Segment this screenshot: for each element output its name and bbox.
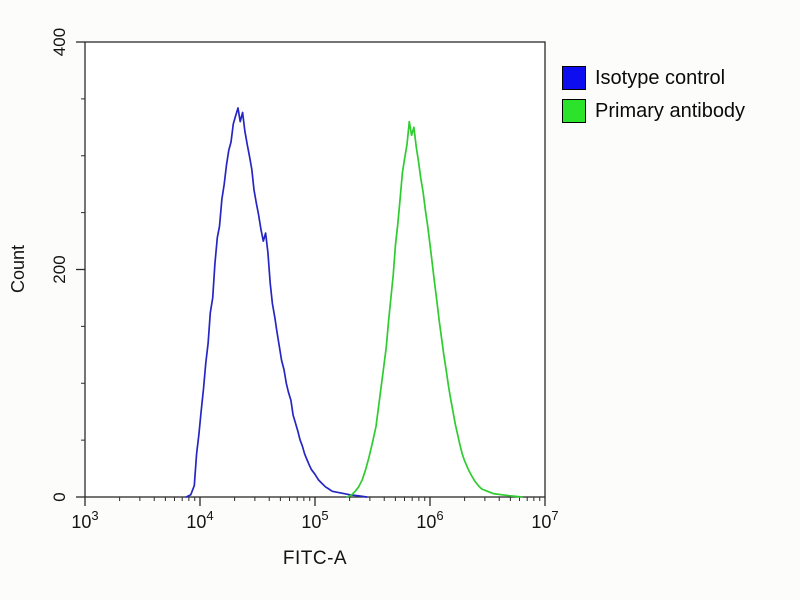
x-tick-label: 106 [416, 508, 443, 532]
legend-swatch-green-icon [562, 99, 586, 123]
legend-label-isotype-control: Isotype control [595, 66, 726, 89]
x-tick-label: 104 [186, 508, 213, 532]
histogram-curve-isotype [185, 107, 368, 498]
legend-swatch-blue-icon [562, 66, 586, 90]
x-tick-label: 103 [71, 508, 98, 532]
y-tick-label: 400 [50, 28, 69, 56]
y-tick-label: 200 [50, 255, 69, 283]
plot-border [84, 41, 546, 498]
histogram-curve-primary [346, 120, 523, 498]
x-tick-label: 105 [301, 508, 328, 532]
legend: Isotype control Primary antibody [562, 66, 745, 123]
x-tick-label: 107 [531, 508, 558, 532]
y-tick-label: 0 [50, 492, 69, 501]
legend-label-primary-antibody: Primary antibody [595, 99, 746, 122]
y-axis-label: Count [8, 244, 28, 294]
x-axis-label: FITC-A [282, 548, 348, 569]
legend-item-isotype-control: Isotype control [562, 66, 745, 90]
legend-item-primary-antibody: Primary antibody [562, 99, 745, 123]
